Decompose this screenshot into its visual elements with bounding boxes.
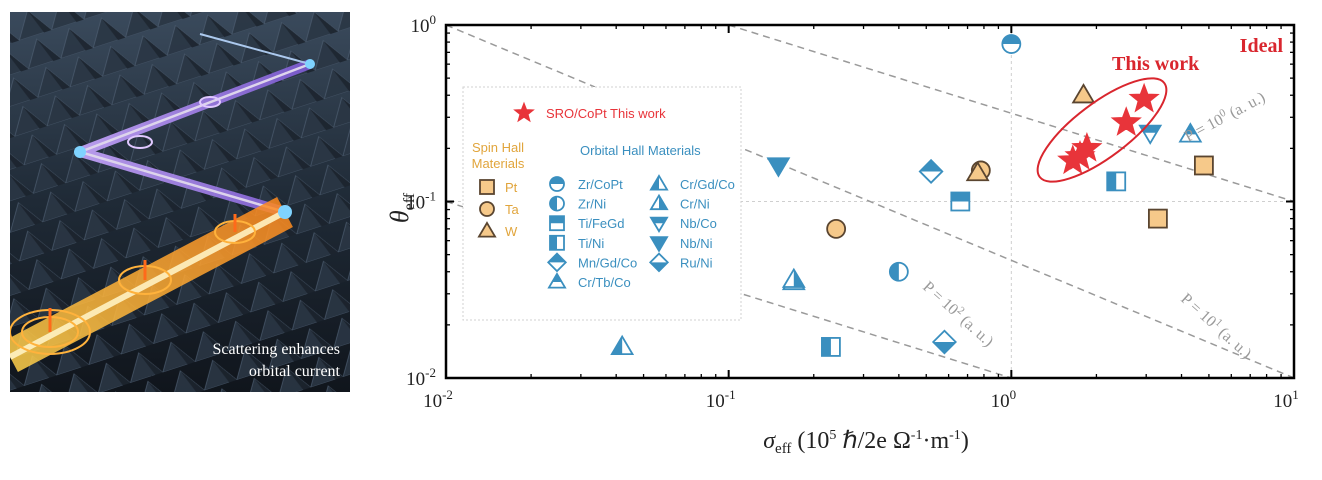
point-ru-ni bbox=[931, 329, 957, 355]
point-w bbox=[965, 160, 990, 182]
orange-orbital-beam bbox=[10, 196, 293, 373]
legend-star-label: SRO/CoPt This work bbox=[546, 106, 666, 121]
legend-marker-zr-ni bbox=[549, 195, 565, 212]
legend-label: Ti/Ni bbox=[578, 236, 604, 251]
legend-marker-pt bbox=[479, 179, 495, 195]
p-label-1: P = 101 (a. u.) bbox=[1177, 289, 1256, 362]
legend-marker-cr-gd-co bbox=[649, 174, 669, 191]
point-nb-co bbox=[1138, 124, 1163, 145]
legend-spin-title: Materials bbox=[472, 156, 525, 171]
legend-marker-cr-tb-co bbox=[547, 272, 567, 289]
legend-orbital-title: Orbital Hall Materials bbox=[580, 143, 701, 158]
point-ti-ni bbox=[1106, 171, 1127, 192]
point-cr-ni bbox=[781, 267, 806, 288]
y-tick-label: 10-2 bbox=[406, 365, 436, 390]
point-pt bbox=[1147, 208, 1168, 229]
point-mn-gd-co bbox=[918, 158, 944, 184]
legend-marker-ru-ni bbox=[648, 252, 670, 273]
legend-marker-nb-co bbox=[649, 216, 669, 234]
this-work-ellipse bbox=[1036, 77, 1168, 183]
x-axis-label: σeff (105 ℏ/2e Ω-1·m-1) bbox=[763, 428, 969, 457]
point-ta bbox=[826, 218, 847, 239]
legend-marker-ta bbox=[479, 201, 495, 217]
y-axis-label: θeff bbox=[385, 192, 418, 223]
legend-spin-title: Spin Hall bbox=[472, 140, 524, 155]
point-sro-copt-this-work bbox=[1110, 106, 1142, 136]
x-tick-label: 100 bbox=[991, 387, 1017, 412]
point-zr-copt bbox=[1001, 34, 1022, 54]
legend-box bbox=[462, 86, 742, 321]
legend-marker-nb-ni bbox=[649, 236, 669, 253]
point-ti-ni bbox=[821, 337, 841, 357]
legend-label: Cr/Ni bbox=[680, 197, 710, 212]
point-cr-tb-co bbox=[1178, 122, 1203, 143]
legend-label: Ru/Ni bbox=[680, 255, 713, 270]
p-label-2: P = 102 (a. u.) bbox=[919, 277, 998, 350]
legend-label: Nb/Co bbox=[680, 216, 717, 231]
this-work-label: This work bbox=[1112, 53, 1200, 75]
point-nb-ni bbox=[766, 157, 791, 178]
legend-label: Cr/Gd/Co bbox=[680, 177, 735, 192]
caption-line-1: Scattering enhances bbox=[213, 341, 341, 358]
axes: 10-2 10-1 100 101 10-2 10-1 100 bbox=[406, 12, 1299, 412]
legend-label: Ti/FeGd bbox=[578, 216, 624, 231]
x-tick-label: 10-1 bbox=[706, 387, 736, 412]
y-tick-label: 100 bbox=[411, 12, 437, 37]
point-w bbox=[1071, 83, 1096, 104]
point-ti-fegd bbox=[950, 191, 971, 212]
node-sphere bbox=[74, 146, 86, 158]
legend-marker-w bbox=[477, 221, 497, 238]
ideal-label: Ideal bbox=[1240, 35, 1284, 57]
legend-marker-cr-ni bbox=[649, 193, 669, 211]
x-tick-label: 101 bbox=[1273, 387, 1299, 412]
legend-marker-mn-gd-co bbox=[546, 252, 568, 273]
legend-label: Cr/Tb/Co bbox=[578, 275, 631, 290]
legend-label: Pt bbox=[505, 180, 518, 195]
legend-marker-ti-fegd bbox=[549, 215, 565, 232]
legend-label: Nb/Ni bbox=[680, 236, 713, 251]
point-sro-copt-this-work bbox=[1128, 82, 1160, 113]
illustration-panel: Scattering enhances orbital current bbox=[10, 12, 350, 392]
legend-marker-ti-ni bbox=[549, 234, 565, 251]
legend-label: Zr/Ni bbox=[578, 197, 606, 212]
legend-marker-zr-copt bbox=[549, 176, 565, 192]
point-zr-ni bbox=[888, 261, 909, 282]
p-label-0: P = 100 (a. u.) bbox=[1181, 87, 1268, 145]
spin-arrows bbox=[48, 214, 237, 332]
node-sphere bbox=[278, 205, 292, 219]
caption-line-2: orbital current bbox=[249, 363, 341, 380]
node-sphere bbox=[305, 59, 315, 69]
data-points bbox=[610, 34, 1214, 357]
point-cr-gd-co bbox=[610, 334, 635, 356]
legend-star-marker bbox=[513, 101, 535, 123]
legend-label: Mn/Gd/Co bbox=[578, 255, 637, 270]
legend-label: Zr/CoPt bbox=[578, 177, 623, 192]
point-pt bbox=[1193, 155, 1214, 176]
x-tick-label: 10-2 bbox=[423, 387, 453, 412]
legend-label: W bbox=[505, 224, 518, 239]
p-guide-line bbox=[445, 24, 1295, 379]
y-tick-label: 10-1 bbox=[406, 189, 436, 214]
point-sro-copt-this-work bbox=[1071, 131, 1103, 162]
legend-label: Ta bbox=[505, 202, 520, 217]
